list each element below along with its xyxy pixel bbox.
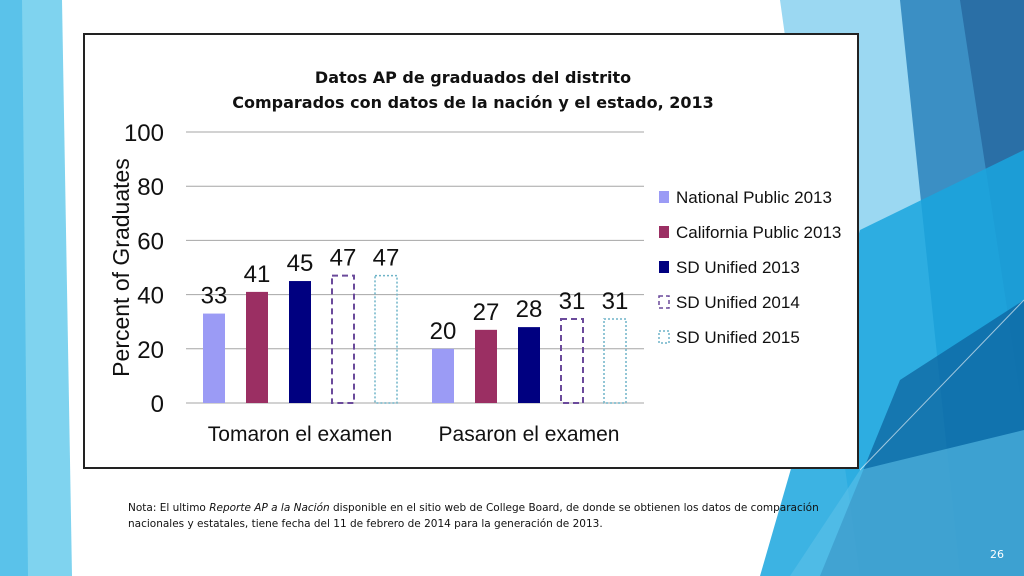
- y-tick-label: 60: [137, 228, 164, 255]
- footnote: Nota: El ultimo Reporte AP a la Nación d…: [128, 500, 828, 532]
- y-tick-label: 0: [151, 391, 164, 418]
- bar: [246, 291, 268, 403]
- y-tick-label: 100: [124, 120, 164, 147]
- bar: [374, 274, 398, 404]
- y-tick-label: 20: [137, 337, 164, 364]
- data-label: 27: [473, 299, 500, 326]
- bar: [289, 281, 311, 403]
- data-label: 41: [244, 261, 271, 288]
- footnote-suffix: disponible en el sitio web de College Bo…: [128, 502, 819, 530]
- footnote-prefix: Nota: El ultimo: [128, 502, 210, 514]
- legend-label: California Public 2013: [676, 223, 841, 242]
- data-label: 47: [330, 245, 357, 272]
- category-label: Tomaron el examen: [208, 423, 392, 446]
- data-label: 20: [430, 318, 457, 345]
- legend-swatch: [659, 226, 669, 238]
- bar: [518, 327, 540, 403]
- chart-frame: Datos AP de graduados del distrito Compa…: [83, 33, 859, 469]
- legend-label: National Public 2013: [676, 188, 832, 207]
- bar: [203, 313, 225, 403]
- chart-plot: 0 20 40 60 80 100 Percent of Graduates 33 41 45 47…: [108, 120, 841, 446]
- data-label: 47: [373, 245, 400, 272]
- data-label: 33: [201, 283, 228, 310]
- category-label: Pasaron el examen: [439, 423, 620, 446]
- bar: [331, 274, 355, 405]
- y-axis-title: Percent of Graduates: [108, 158, 134, 377]
- page-number: 26: [990, 548, 1004, 561]
- bar: [475, 329, 497, 403]
- data-label: 28: [516, 296, 543, 323]
- legend-label: SD Unified 2015: [676, 328, 800, 347]
- legend-label: SD Unified 2013: [676, 258, 800, 277]
- legend-label: SD Unified 2014: [676, 293, 800, 312]
- footnote-report-title: Reporte AP a la Nación: [209, 502, 330, 514]
- bar: [560, 317, 584, 404]
- legend-swatch: [658, 295, 670, 309]
- chart-title: Datos AP de graduados del distrito: [314, 68, 632, 87]
- bar: [603, 318, 627, 404]
- bar: [432, 348, 454, 403]
- legend-swatch: [659, 191, 669, 203]
- y-tick-label: 80: [137, 174, 164, 201]
- legend-swatch: [659, 261, 669, 273]
- chart-subtitle: Comparados con datos de la nación y el e…: [232, 93, 714, 112]
- data-label: 45: [287, 250, 314, 277]
- data-label: 31: [602, 288, 629, 315]
- data-label: 31: [559, 288, 586, 315]
- legend-swatch: [658, 330, 670, 344]
- y-tick-label: 40: [137, 283, 164, 310]
